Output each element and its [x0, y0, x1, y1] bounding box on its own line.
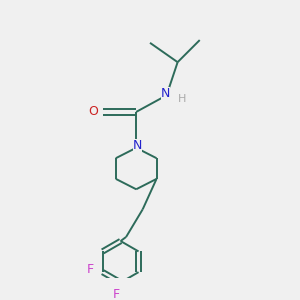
Text: F: F: [87, 263, 94, 276]
Text: N: N: [133, 139, 142, 152]
Text: N: N: [160, 87, 170, 101]
Text: F: F: [113, 288, 120, 300]
Text: O: O: [88, 105, 98, 119]
Text: H: H: [178, 94, 186, 104]
